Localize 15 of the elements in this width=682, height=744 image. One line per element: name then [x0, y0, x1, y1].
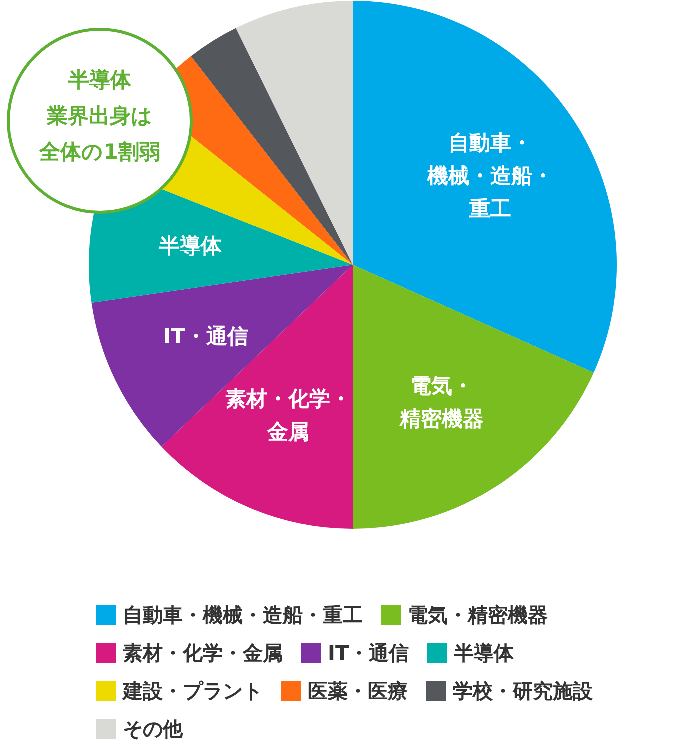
slice-label: 電気・精密機器 — [399, 374, 484, 431]
legend-label: 電気・精密機器 — [408, 603, 548, 627]
legend-label: IT・通信 — [328, 641, 410, 665]
legend-label: その他 — [123, 717, 184, 741]
text: 半導体業界出身は全体の1割弱 — [38, 67, 162, 166]
slice-label: IT・通信 — [163, 324, 248, 349]
legend-label: 学校・研究施設 — [453, 679, 594, 703]
legend-label: 建設・プラント — [121, 679, 263, 703]
legend-label: 自動車・機械・造船・重工 — [123, 603, 363, 627]
slice-label: 素材・化学・金属 — [225, 386, 352, 444]
slice-label: 半導体 — [158, 234, 223, 258]
legend-label: 素材・化学・金属 — [123, 641, 283, 665]
legend-label: 医薬・医療 — [308, 679, 408, 703]
legend-label: 半導体 — [453, 641, 516, 665]
slice-label: 自動車・機械・造船・重工 — [426, 130, 554, 221]
